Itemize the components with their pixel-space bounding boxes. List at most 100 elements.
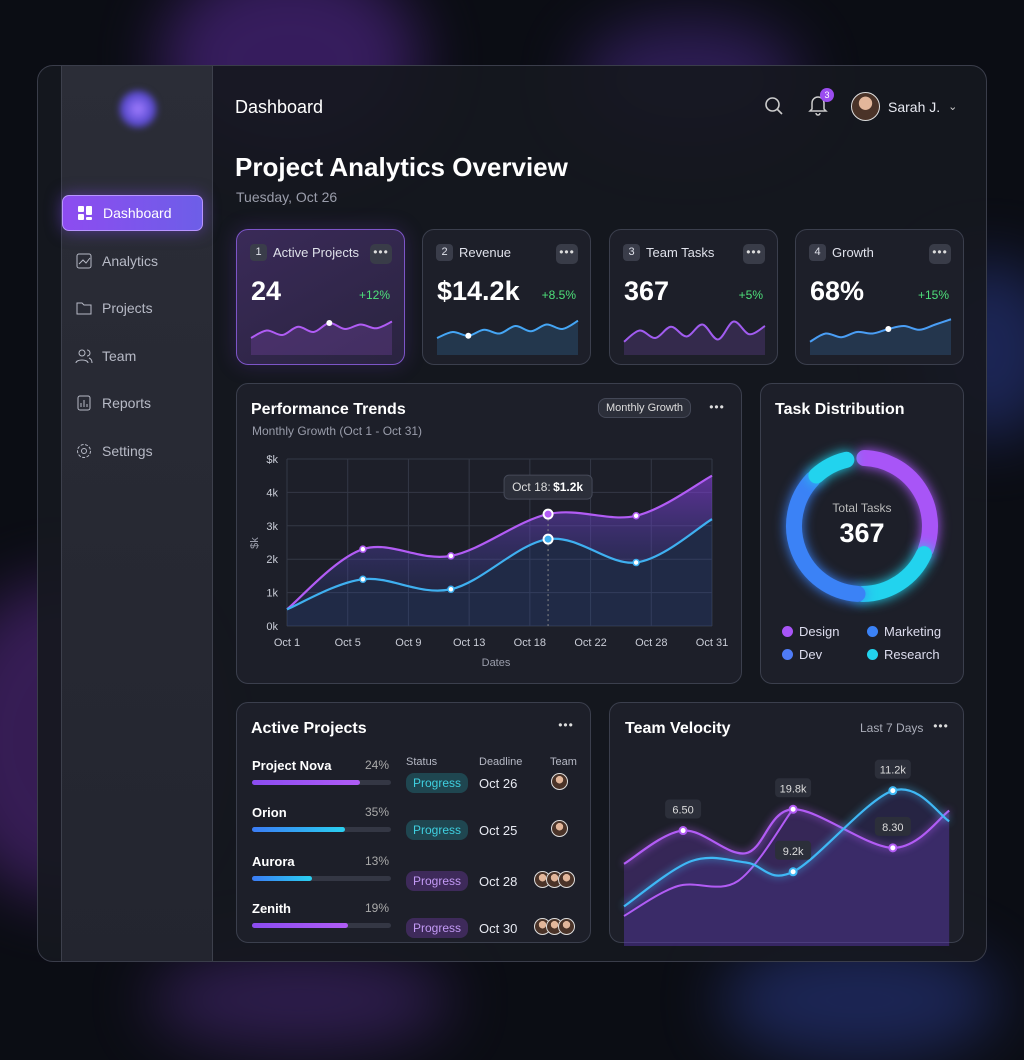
sidebar-item-reports[interactable]: Reports	[62, 385, 203, 421]
project-progress-bar	[252, 826, 391, 832]
deadline-header: Deadline	[479, 756, 523, 768]
legend-swatch	[782, 649, 793, 660]
user-menu[interactable]: Sarah J. ⌄	[851, 92, 957, 121]
sparkline	[250, 320, 393, 355]
sparkline-area	[810, 319, 951, 355]
legend-label: Marketing	[884, 624, 942, 639]
series-line	[286, 474, 713, 611]
sidebar-item-label: Team	[102, 347, 137, 364]
more-options-button[interactable]: •••	[558, 718, 574, 732]
stat-change: +12%	[358, 288, 390, 302]
tooltip-date: Oct 18:	[512, 480, 551, 494]
team-avatars	[534, 917, 575, 940]
stat-value: 24	[251, 276, 282, 306]
project-percent: 35%	[365, 804, 390, 819]
sidebar-item-settings[interactable]: Settings	[62, 433, 203, 469]
stat-card-growth[interactable]: 4 Growth ••• 68% +15%	[795, 229, 964, 365]
y-tick-label: 1k	[266, 588, 278, 600]
project-deadline: Oct 28	[479, 874, 518, 889]
task-distribution-card: Task Distribution Design Marketing Dev Rese…	[760, 383, 964, 684]
report-icon	[77, 395, 91, 411]
gear-icon	[77, 443, 91, 458]
notifications-button[interactable]: 3	[808, 88, 834, 118]
project-progress-bar	[252, 780, 391, 785]
sidebar-item-label: Reports	[102, 395, 152, 411]
stat-label: Active Projects	[273, 245, 359, 260]
more-options-button[interactable]: •••	[709, 400, 725, 414]
team-header: Team	[550, 756, 577, 768]
stat-card-active-projects[interactable]: 1 Active Projects ••• 24 +12%	[236, 229, 405, 365]
project-name: Aurora	[252, 854, 295, 869]
stat-label: Team Tasks	[646, 245, 715, 260]
users-icon	[75, 349, 93, 363]
stat-card-revenue[interactable]: 2 Revenue ••• $14.2k +8.5%	[422, 229, 591, 365]
x-tick-label: Oct 1	[274, 637, 300, 649]
data-point	[542, 533, 554, 545]
stat-value: $14.2k	[437, 276, 520, 306]
sparkline	[436, 319, 579, 355]
x-tick-label: Oct 18	[514, 637, 546, 649]
sparkline-point	[465, 332, 472, 339]
sparkline-line	[436, 319, 579, 339]
stat-index: 4	[809, 244, 826, 261]
sidebar-item-dashboard[interactable]: Dashboard	[62, 195, 203, 231]
sidebar-item-label: Dashboard	[103, 205, 172, 221]
sidebar-item-projects[interactable]: Projects	[62, 290, 203, 326]
x-axis-label: Dates	[482, 657, 511, 669]
stat-card-team-tasks[interactable]: 3 Team Tasks ••• 367 +5%	[609, 229, 778, 365]
page-date: Tuesday, Oct 26	[236, 189, 338, 205]
sidebar-item-analytics[interactable]: Analytics	[62, 243, 203, 279]
sparkline-area	[251, 321, 392, 355]
more-options-button[interactable]: •••	[556, 244, 578, 264]
header-title: Dashboard	[235, 97, 324, 117]
data-point	[359, 545, 367, 553]
page-title: Project Analytics Overview	[235, 152, 568, 182]
stat-index: 2	[436, 244, 453, 261]
more-options-button[interactable]: •••	[743, 244, 765, 264]
user-name: Sarah J.	[888, 98, 941, 115]
stat-label: Revenue	[459, 245, 512, 260]
project-progress-bar	[252, 876, 391, 881]
card-title: Performance Trends	[251, 401, 406, 418]
project-deadline: Oct 25	[479, 822, 518, 838]
sparkline	[623, 320, 766, 355]
search-icon[interactable]	[764, 96, 784, 116]
tooltip	[503, 474, 593, 500]
stat-label: Growth	[832, 245, 874, 260]
project-deadline: Oct 26	[479, 776, 518, 791]
filter-dropdown[interactable]: Monthly Growth	[598, 398, 692, 418]
area-under	[287, 519, 712, 626]
sparkline-line	[623, 320, 766, 343]
sparkline-line	[250, 320, 393, 339]
project-progress-bar	[252, 922, 391, 928]
legend-item-dev: Dev	[782, 647, 822, 662]
more-options-button[interactable]: •••	[933, 719, 949, 733]
sidebar-item-label: Projects	[102, 300, 153, 316]
logo-icon	[117, 88, 159, 130]
legend-item-research: Research	[867, 647, 940, 662]
team-avatar	[551, 773, 568, 790]
sparkline-area	[624, 321, 765, 355]
y-axis-label: $k	[249, 537, 261, 549]
card-title: Active Projects	[251, 720, 367, 737]
more-options-button[interactable]: •••	[370, 244, 392, 264]
grid-icon	[78, 206, 92, 220]
data-point	[447, 552, 455, 560]
team-avatars	[534, 871, 575, 893]
y-tick-label: 4k	[266, 487, 278, 499]
tooltip-value: $1.2k	[553, 480, 583, 494]
more-options-button[interactable]: •••	[929, 244, 951, 264]
data-point	[359, 575, 367, 583]
x-tick-label: Oct 31	[696, 637, 728, 649]
stat-value: 68%	[810, 276, 865, 306]
sidebar-item-team[interactable]: Team	[62, 338, 203, 374]
status-badge: Progress	[406, 773, 469, 793]
x-tick-label: Oct 9	[395, 637, 421, 649]
stat-value: 367	[624, 276, 670, 306]
team-avatar	[551, 819, 568, 837]
stat-index: 1	[250, 244, 267, 261]
range-selector[interactable]: Last 7 Days	[860, 721, 924, 735]
active-projects-card: Active Projects ••• Status Deadline Team…	[236, 702, 591, 943]
x-tick-label: Oct 5	[335, 637, 361, 649]
card-title: Task Distribution	[775, 401, 905, 418]
